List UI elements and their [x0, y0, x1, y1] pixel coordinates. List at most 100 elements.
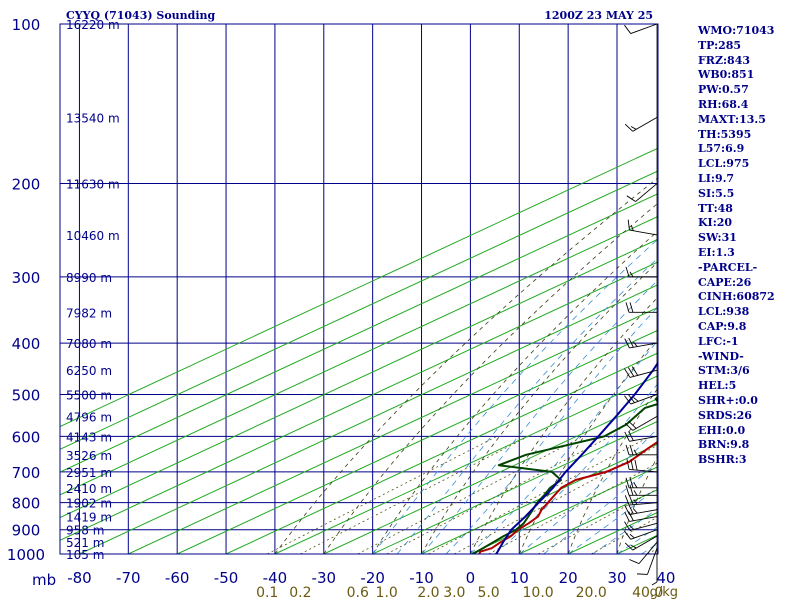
mixing-ratio-label: 1.0 [376, 585, 398, 600]
sounding-indices-panel: WMO:71043 TP:285 FRZ:843 WB0:851 PW:0.57 RH:6… [698, 24, 798, 468]
height-label: 4143 m [66, 430, 112, 444]
height-label: 1419 m [66, 511, 112, 525]
pressure-tick-label: 600 [12, 428, 41, 446]
mixing-ratio-line [454, 444, 658, 554]
isotherm-line [60, 215, 658, 496]
wind-barb [624, 431, 658, 442]
parcel-profile-line [495, 360, 658, 554]
sounding-index: EI:1.3 [698, 245, 735, 259]
height-label: 521 m [66, 536, 104, 550]
wind-barb-column [624, 23, 658, 586]
wind-barb [624, 529, 658, 540]
mixing-ratio-unit-label: g/kg [650, 585, 678, 600]
sounding-index: CAPE:26 [698, 275, 752, 289]
isotherm-line [323, 397, 658, 554]
temperature-tick-label: -10 [409, 569, 434, 587]
wind-barb [625, 266, 657, 278]
mixing-ratio-label: 2.0 [417, 585, 439, 600]
dry-adiabat-line [470, 296, 658, 554]
isotherm-line [176, 329, 658, 554]
moist-adiabat-line [470, 340, 658, 554]
wind-barb [624, 394, 658, 405]
sounding-index: WB0:851 [698, 68, 755, 82]
sounding-index: TH:5395 [698, 127, 752, 141]
sounding-index: -WIND- [698, 349, 744, 363]
sounding-index: MAXT:13.5 [698, 112, 766, 126]
sounding-index: FRZ:843 [698, 53, 751, 67]
mixing-ratio-line [537, 488, 658, 554]
pressure-tick-label: 900 [12, 522, 41, 540]
wind-barb [625, 302, 657, 313]
wind-barb [636, 548, 658, 575]
sounding-index: CINH:60872 [698, 290, 775, 304]
temperature-tick-label: -20 [360, 569, 385, 587]
wind-barb [626, 183, 658, 202]
wind-barb [624, 337, 658, 349]
dry-adiabat-line [372, 230, 658, 554]
wind-barb [625, 477, 657, 489]
temperature-tick-label: -80 [67, 569, 92, 587]
height-label: 958 m [66, 524, 104, 538]
height-label: 2410 m [66, 482, 112, 496]
mixing-ratio-label: 40.0 [632, 585, 663, 600]
temperature-profile-line [478, 440, 658, 554]
isotherm-line [79, 284, 658, 554]
height-label: 8990 m [66, 271, 112, 285]
wind-barb [626, 459, 658, 473]
wind-barb [624, 23, 658, 34]
temperature-tick-label: 10 [510, 569, 529, 587]
temperature-tick-label: 40 [656, 569, 675, 587]
mixing-ratio-label: 0.1 [256, 585, 278, 600]
isotherm-line [274, 375, 658, 554]
wind-barb [624, 504, 658, 516]
temperature-tick-label: 30 [607, 569, 626, 587]
sounding-index: TT:48 [698, 201, 733, 215]
mixing-ratio-label: 0.6 [347, 585, 369, 600]
mixing-ratio-label: 20.0 [576, 585, 607, 600]
wind-barb [624, 366, 658, 378]
sounding-index: SRDS:26 [698, 408, 752, 422]
height-label: 4796 m [66, 410, 112, 424]
moist-adiabat-line [445, 306, 658, 554]
wind-barb [629, 541, 658, 565]
pressure-tick-label: 800 [12, 495, 41, 513]
temperature-tick-label: -50 [214, 569, 239, 587]
dry-adiabat-line [567, 387, 658, 554]
profile-lines [472, 360, 658, 554]
wind-barb [625, 485, 657, 496]
height-label: 3526 m [66, 449, 112, 463]
pressure-tick-labels: 100 200 300 400 500 600 700 800 900 1000 [7, 16, 45, 564]
plot-frame [59, 23, 659, 555]
pressure-tick-label: 500 [12, 386, 41, 404]
temperature-tick-label: 0 [466, 569, 476, 587]
height-label: 11630 m [66, 178, 120, 192]
wind-barb [624, 494, 658, 506]
sounding-index: HEL:5 [698, 379, 737, 393]
isotherm-line [60, 193, 658, 473]
height-label: 6250 m [66, 364, 112, 378]
sounding-index: PW:0.57 [698, 83, 749, 97]
wind-barb [627, 219, 658, 236]
sounding-index: STM:3/6 [698, 364, 750, 378]
moist-adiabat-line [592, 507, 658, 554]
sounding-index: SW:31 [698, 231, 737, 245]
temperature-tick-labels: -80 -70 -60 -50 -40 -30 -20 -10 0 10 20 30 40 [67, 569, 675, 587]
wind-barb [624, 521, 658, 531]
height-label: 10460 m [66, 229, 120, 243]
mixing-ratio-label: 5.0 [477, 585, 499, 600]
sounding-index: SHR+:0.0 [698, 393, 758, 407]
sounding-index: BSHR:3 [698, 453, 747, 467]
height-label: 7982 m [66, 306, 112, 320]
wind-barb [624, 116, 658, 132]
isotherm-line [60, 261, 658, 541]
height-label: 16220 m [66, 18, 120, 32]
temperature-tick-label: -30 [312, 569, 337, 587]
station-title: CYYQ (71043) Sounding [66, 9, 216, 22]
sounding-index: TP:285 [698, 38, 742, 52]
wind-barb [651, 554, 658, 586]
isotherm-line [128, 306, 658, 554]
pressure-tick-label: 100 [12, 16, 41, 34]
mixing-ratio-label: 0.2 [289, 585, 311, 600]
temperature-tick-label: -40 [263, 569, 288, 587]
